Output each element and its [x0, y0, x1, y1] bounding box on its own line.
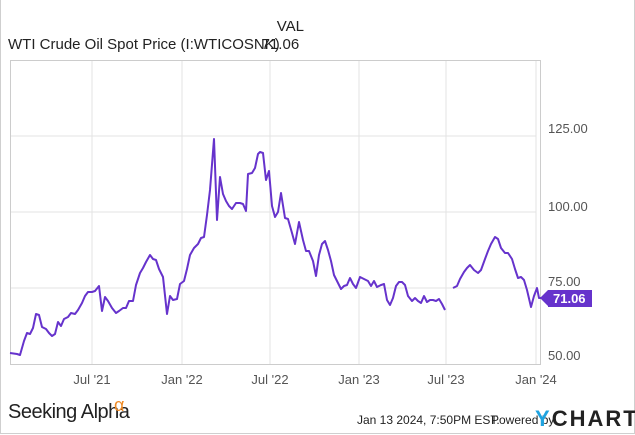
ycharts-y-icon: Y	[535, 406, 552, 431]
powered-by-label: Powered by	[491, 413, 555, 427]
alpha-icon: α	[114, 395, 125, 415]
seeking-alpha-logo[interactable]: Seeking Alpha	[8, 401, 130, 423]
grid	[10, 60, 537, 364]
ycharts-wordmark: CHARTS	[551, 406, 635, 431]
y-tick-label: 50.00	[548, 348, 581, 363]
y-tick-label: 100.00	[548, 199, 588, 214]
series-line[interactable]	[9, 138, 541, 356]
legend-series-name: WTI Crude Oil Spot Price (I:WTICOSNK)	[8, 36, 280, 53]
plot-border	[10, 60, 541, 365]
x-tick-label: Jan '22	[161, 372, 203, 387]
last-value-tag: 71.06	[540, 290, 592, 307]
legend-column-header: VAL	[276, 18, 304, 35]
legend-series-row[interactable]: WTI Crude Oil Spot Price (I:WTICOSNK) 71…	[8, 36, 299, 53]
x-tick-label: Jan '24	[515, 372, 557, 387]
ycharts-logo[interactable]: YCHARTS	[535, 406, 635, 432]
series-line-segment[interactable]	[9, 138, 446, 356]
series-line-segment[interactable]	[452, 236, 541, 308]
x-tick-label: Jan '23	[338, 372, 380, 387]
x-tick-label: Jul '22	[251, 372, 289, 387]
y-tick-label: 125.00	[548, 121, 588, 136]
timestamp: Jan 13 2024, 7:50PM EST.	[357, 413, 500, 427]
x-tick-label: Jul '23	[427, 372, 465, 387]
y-tick-label: 75.00	[548, 274, 581, 289]
legend-series-value: 71.06	[261, 36, 300, 53]
x-tick-label: Jul '21	[73, 372, 111, 387]
